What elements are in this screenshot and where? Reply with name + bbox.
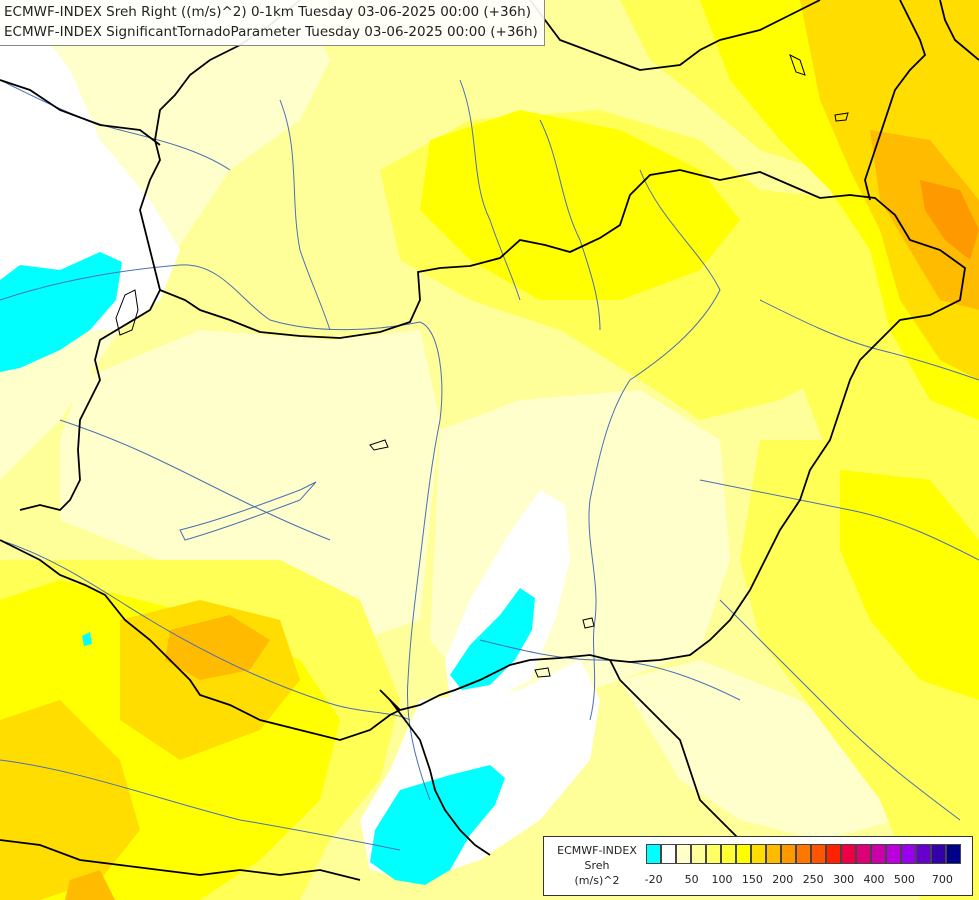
rivers [0, 79, 979, 851]
field-cyan-center [450, 588, 535, 690]
legend-swatch [796, 844, 811, 864]
river-sava [0, 759, 401, 851]
legend-swatch [856, 844, 871, 864]
river-east-2 [699, 479, 979, 561]
legend-tick-label: -20 [644, 873, 663, 886]
border-croatia [0, 539, 401, 741]
legend-caption-line2: Sreh [584, 859, 610, 872]
field-light-center [60, 330, 440, 640]
river-west-1 [59, 419, 331, 541]
legend-swatch [676, 844, 691, 864]
legend-swatch [781, 844, 796, 864]
river-tisza [588, 169, 721, 721]
field-light-se [620, 660, 900, 840]
color-legend: ECMWF-INDEX Sreh (m/s)^2 -20 50 100 150 200 2… [543, 836, 973, 896]
legend-ticks: -20 50 100 150 200 250 300 400 500 700 [644, 873, 970, 889]
legend-tick-label: 100 [711, 873, 733, 886]
field-orange-sw [165, 615, 270, 680]
legend-swatch [871, 844, 886, 864]
field-cyan-south [370, 765, 505, 885]
field-gold-sw2 [0, 700, 140, 900]
river-west-2 [0, 79, 231, 171]
legend-swatch [706, 844, 721, 864]
border-hungary-north [159, 169, 966, 711]
border-sw-south [0, 839, 361, 881]
legend-swatch [931, 844, 946, 864]
legend-swatch [946, 844, 961, 864]
field-bright-north [420, 110, 740, 300]
legend-swatch [766, 844, 781, 864]
legend-tick-label: 500 [893, 873, 915, 886]
legend-tick-label: 250 [802, 873, 824, 886]
field-cyan-sw-spot [82, 632, 92, 646]
small-lakes [115, 53, 849, 678]
legend-tick-label: 300 [833, 873, 855, 886]
river-east-3 [719, 599, 961, 821]
map-title-line1: ECMWF-INDEX Sreh Right ((m/s)^2) 0-1km T… [4, 4, 531, 20]
field-cyan-west [0, 252, 122, 372]
border-slovakia-north [529, 0, 821, 71]
legend-tick-label: 50 [684, 873, 699, 886]
legend-caption: ECMWF-INDEX Sreh (m/s)^2 [548, 843, 646, 888]
legend-tick-label: 700 [931, 873, 953, 886]
legend-swatch [886, 844, 901, 864]
lake-spot-5 [534, 667, 551, 678]
river-east-1 [759, 299, 979, 381]
legend-swatch [811, 844, 826, 864]
border-austria [0, 79, 161, 146]
legend-tick-label: 400 [863, 873, 885, 886]
lake-spot-2 [582, 617, 595, 629]
map-title-line2: ECMWF-INDEX SignificantTornadoParameter … [4, 24, 538, 40]
legend-swatch [826, 844, 841, 864]
border-serbia [389, 699, 491, 856]
river-drava [0, 539, 411, 721]
river-south-1 [479, 639, 741, 701]
border-austria-south [19, 289, 161, 511]
legend-caption-line3: (m/s)^2 [574, 874, 620, 887]
river-lake [179, 481, 317, 541]
river-north-2 [459, 79, 521, 301]
lake-spot-1 [369, 439, 389, 451]
field-white-nw [0, 30, 180, 330]
legend-swatch [736, 844, 751, 864]
river-north-3 [539, 119, 601, 331]
field-orange-ne [870, 130, 979, 310]
legend-swatches [646, 844, 961, 866]
border-east-edge [939, 0, 979, 61]
field-bright-east [840, 470, 979, 700]
map-title-box: ECMWF-INDEX Sreh Right ((m/s)^2) 0-1km T… [0, 0, 545, 46]
legend-tick-label: 200 [772, 873, 794, 886]
river-danube-upper [0, 264, 443, 801]
field-darkorange-ne [920, 180, 979, 260]
legend-swatch [691, 844, 706, 864]
legend-swatch [841, 844, 856, 864]
legend-tick-label: 150 [741, 873, 763, 886]
lake-neusiedl [115, 289, 139, 336]
border-ukraine [864, 0, 927, 201]
legend-caption-line1: ECMWF-INDEX [557, 844, 637, 857]
legend-swatch [661, 844, 676, 864]
border-romania-south [609, 659, 741, 841]
legend-swatch [901, 844, 916, 864]
lake-spot-4 [834, 112, 849, 122]
legend-swatch [646, 844, 661, 864]
legend-swatch [721, 844, 736, 864]
legend-swatch [916, 844, 931, 864]
field-orange-south-spot [65, 870, 115, 900]
lake-spot-3 [789, 53, 806, 76]
river-north-1 [279, 99, 331, 331]
legend-swatch [751, 844, 766, 864]
